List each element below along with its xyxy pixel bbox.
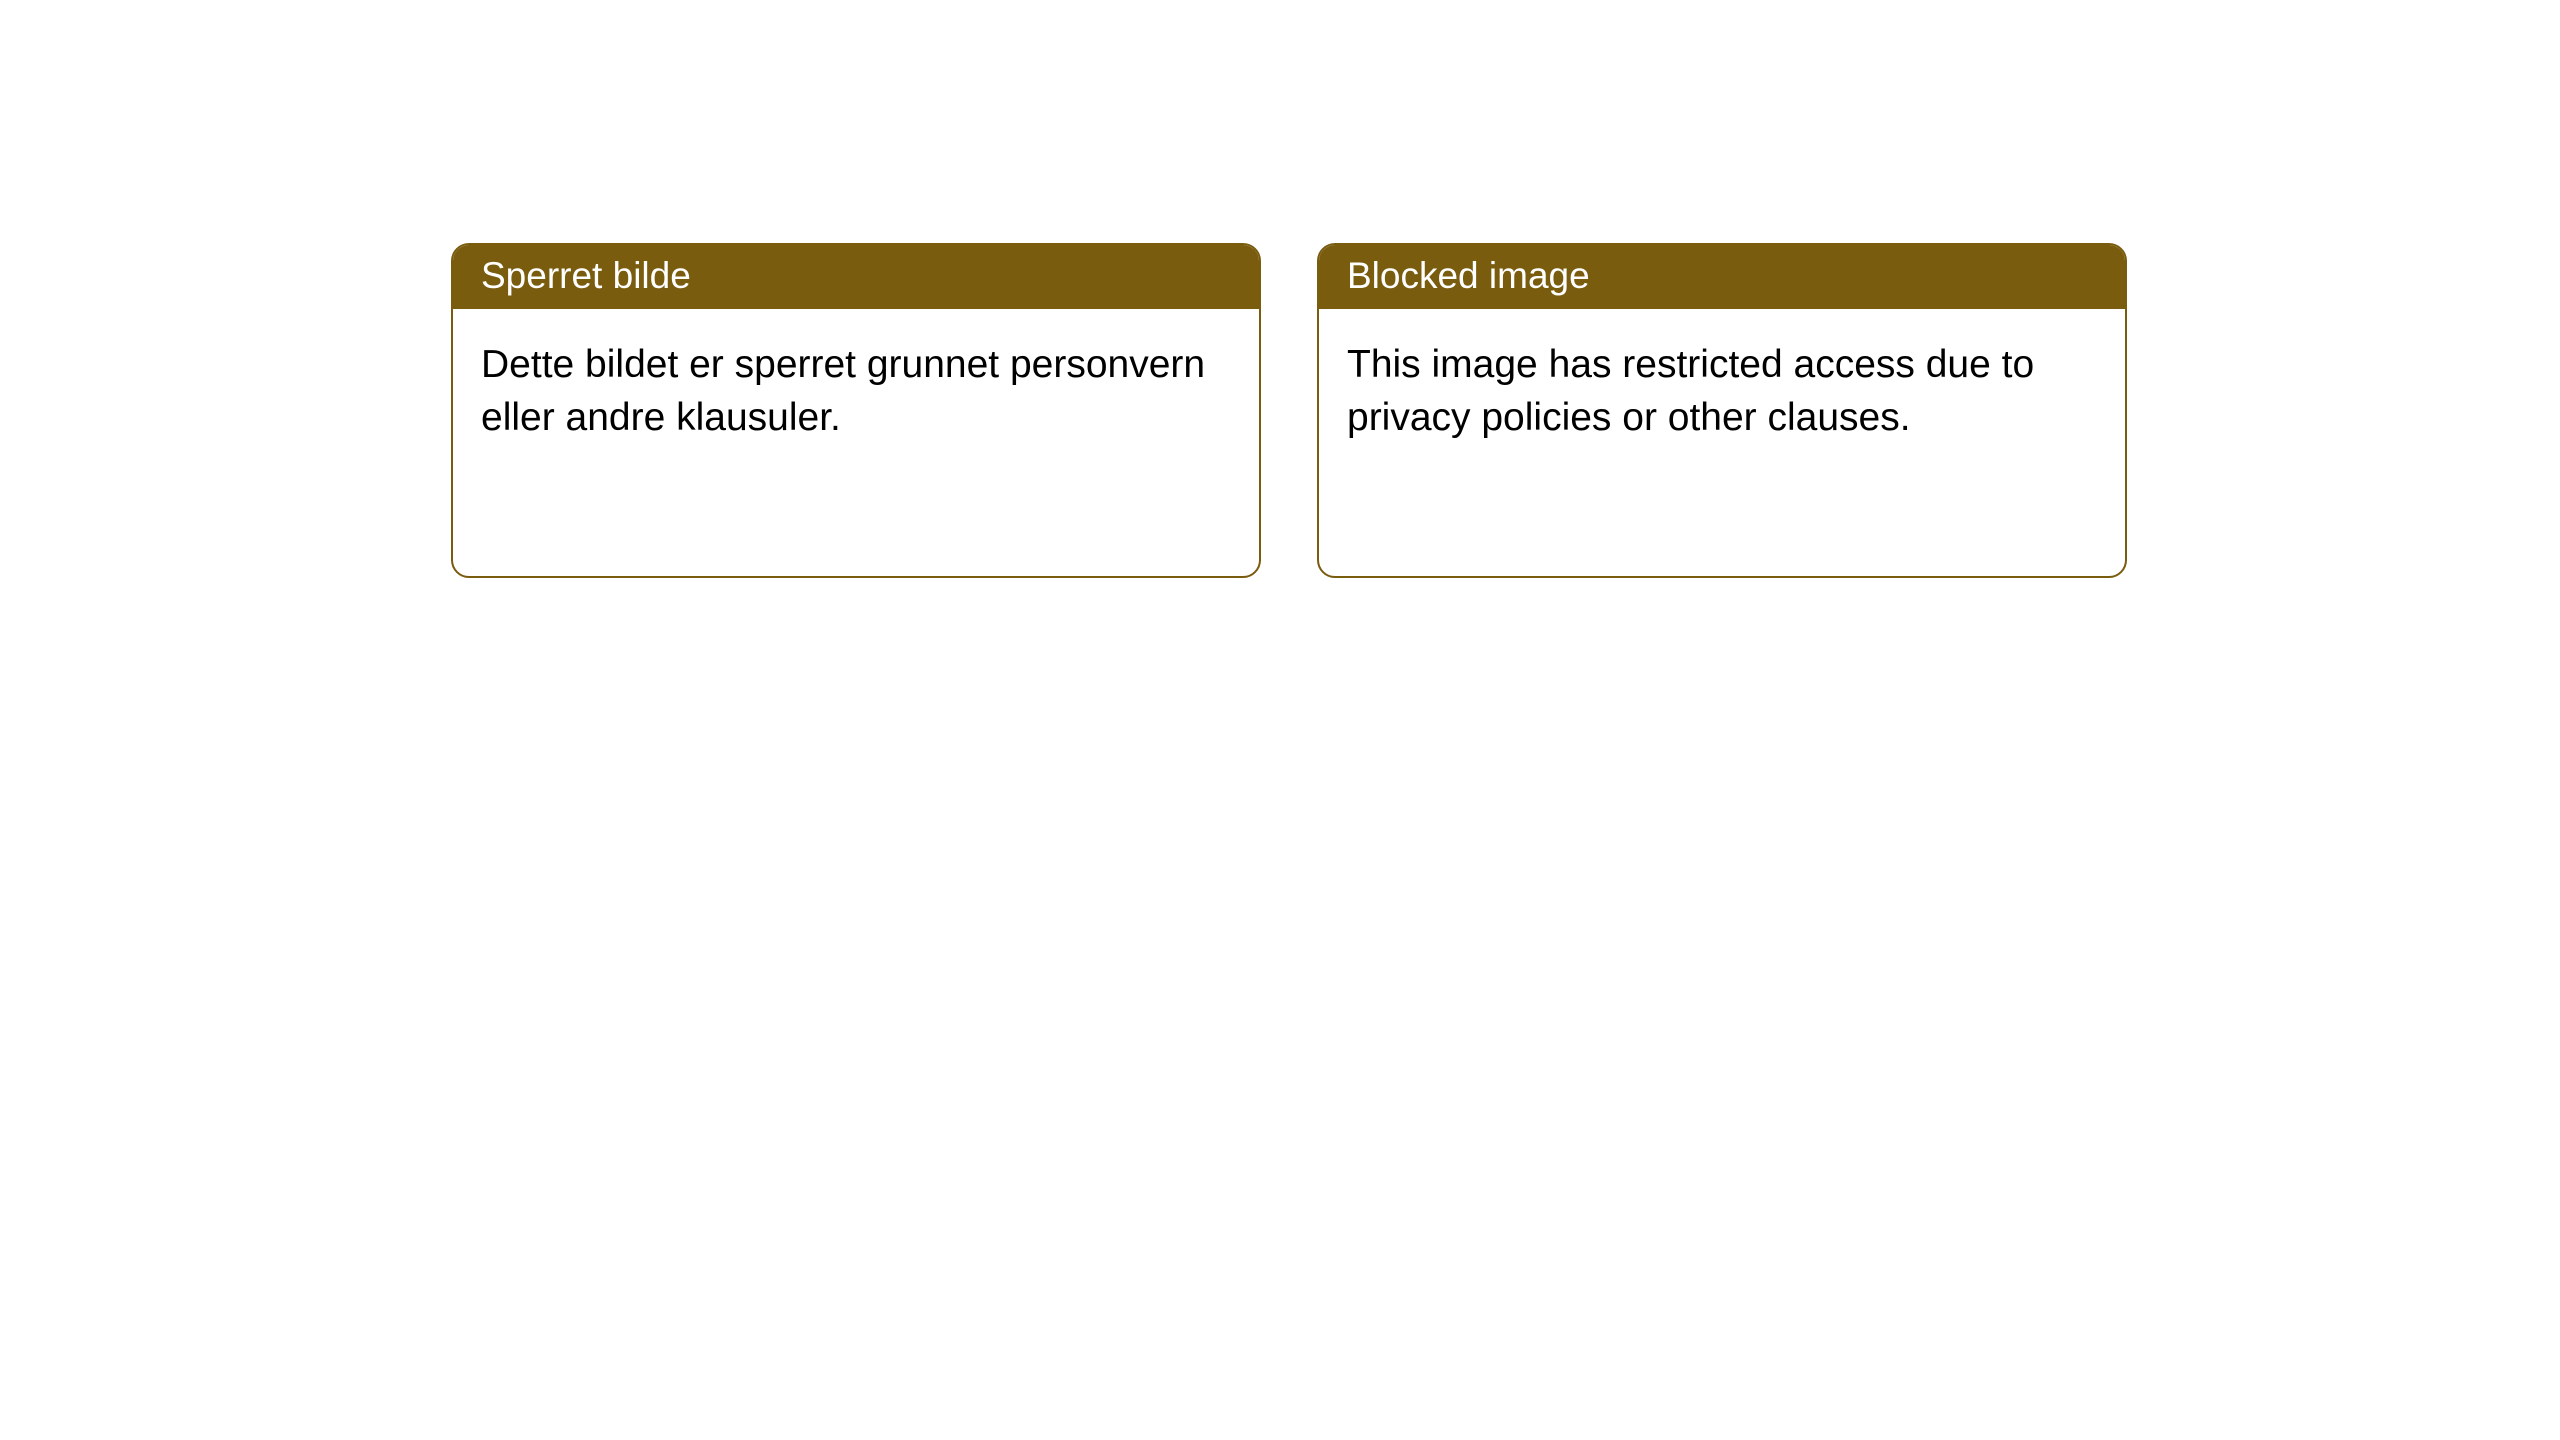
notice-title-english: Blocked image — [1319, 245, 2125, 309]
notice-body-english: This image has restricted access due to … — [1319, 309, 2125, 474]
notice-box-norwegian: Sperret bilde Dette bildet er sperret gr… — [451, 243, 1261, 578]
notice-title-norwegian: Sperret bilde — [453, 245, 1259, 309]
notice-body-norwegian: Dette bildet er sperret grunnet personve… — [453, 309, 1259, 474]
notice-box-english: Blocked image This image has restricted … — [1317, 243, 2127, 578]
notice-container: Sperret bilde Dette bildet er sperret gr… — [0, 0, 2560, 578]
